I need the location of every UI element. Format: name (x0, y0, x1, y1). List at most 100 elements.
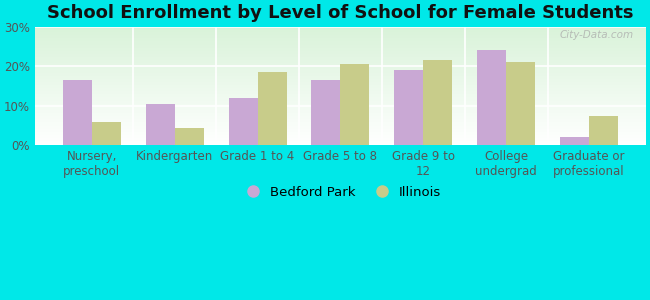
Bar (35, 94, 646, 95)
Bar (35, 26, 646, 27)
Bar (35, 125, 646, 126)
Bar (35, 61, 646, 62)
Title: School Enrollment by Level of School for Female Students: School Enrollment by Level of School for… (47, 4, 634, 22)
Bar (35, 31, 646, 32)
Bar (35, 77, 646, 78)
Bar (35, 57, 646, 58)
Bar (35, 106, 646, 107)
Bar (35, 40, 646, 41)
Bar (35, 88, 646, 89)
Bar (35, 126, 646, 127)
Bar (35, 114, 646, 115)
Bar (35, 70, 646, 71)
Bar (35, 35, 646, 36)
Bar (35, 107, 646, 108)
Bar (35, 86, 646, 87)
Bar (35, 39, 646, 40)
Bar (35, 67, 646, 68)
Bar (35, 129, 646, 130)
Bar (35, 61, 646, 62)
Bar (35, 81, 646, 82)
Bar (35, 99, 646, 100)
Bar (35, 97, 646, 98)
Bar (35, 46, 646, 47)
Bar (35, 110, 646, 111)
Bar (175, 128, 203, 146)
Bar (35, 113, 646, 114)
Bar (35, 102, 646, 103)
Bar (35, 58, 646, 59)
Bar (146, 104, 175, 146)
Bar (35, 49, 646, 50)
Bar (35, 44, 646, 45)
Bar (506, 62, 535, 146)
Bar (35, 50, 646, 51)
Bar (35, 34, 646, 35)
Bar (35, 33, 646, 34)
Bar (35, 66, 646, 67)
Bar (35, 63, 646, 64)
Bar (35, 142, 646, 143)
Bar (35, 119, 646, 120)
Bar (35, 80, 646, 81)
Bar (35, 41, 646, 42)
Bar (257, 72, 287, 146)
Bar (341, 64, 369, 146)
Bar (35, 111, 646, 112)
Bar (35, 139, 646, 140)
Bar (35, 78, 646, 79)
Bar (35, 54, 646, 55)
Bar (35, 84, 646, 85)
Bar (35, 28, 646, 29)
Bar (35, 144, 646, 145)
Bar (92, 122, 121, 146)
Bar (35, 55, 646, 56)
Legend: Bedford Park, Illinois: Bedford Park, Illinois (235, 181, 447, 204)
Bar (35, 68, 646, 69)
Bar (35, 32, 646, 33)
Bar (35, 75, 646, 76)
Bar (35, 109, 646, 110)
Bar (35, 137, 646, 138)
Bar (560, 137, 589, 146)
Bar (35, 143, 646, 144)
Bar (229, 98, 257, 146)
Bar (311, 80, 341, 146)
Bar (35, 141, 646, 142)
Bar (35, 105, 646, 106)
Bar (35, 132, 646, 133)
Bar (35, 131, 646, 132)
Bar (35, 101, 646, 102)
Bar (35, 37, 646, 38)
Bar (35, 123, 646, 124)
Bar (35, 98, 646, 99)
Bar (35, 138, 646, 139)
Bar (35, 64, 646, 65)
Bar (35, 117, 646, 118)
Bar (35, 71, 646, 72)
Bar (35, 65, 646, 66)
Bar (35, 90, 646, 91)
Bar (423, 60, 452, 146)
Bar (35, 74, 646, 75)
Bar (35, 48, 646, 49)
Bar (35, 96, 646, 97)
Bar (35, 87, 646, 88)
Bar (35, 128, 646, 129)
Bar (35, 72, 646, 73)
Bar (35, 145, 646, 146)
Bar (35, 51, 646, 52)
Bar (35, 42, 646, 43)
Bar (35, 120, 646, 121)
Bar (35, 135, 646, 136)
Bar (35, 79, 646, 80)
Bar (35, 76, 646, 77)
Bar (35, 133, 646, 134)
Bar (35, 83, 646, 84)
Bar (35, 122, 646, 123)
Bar (35, 62, 646, 63)
Bar (35, 52, 646, 53)
Bar (35, 104, 646, 105)
Bar (395, 70, 423, 146)
Bar (35, 92, 646, 93)
